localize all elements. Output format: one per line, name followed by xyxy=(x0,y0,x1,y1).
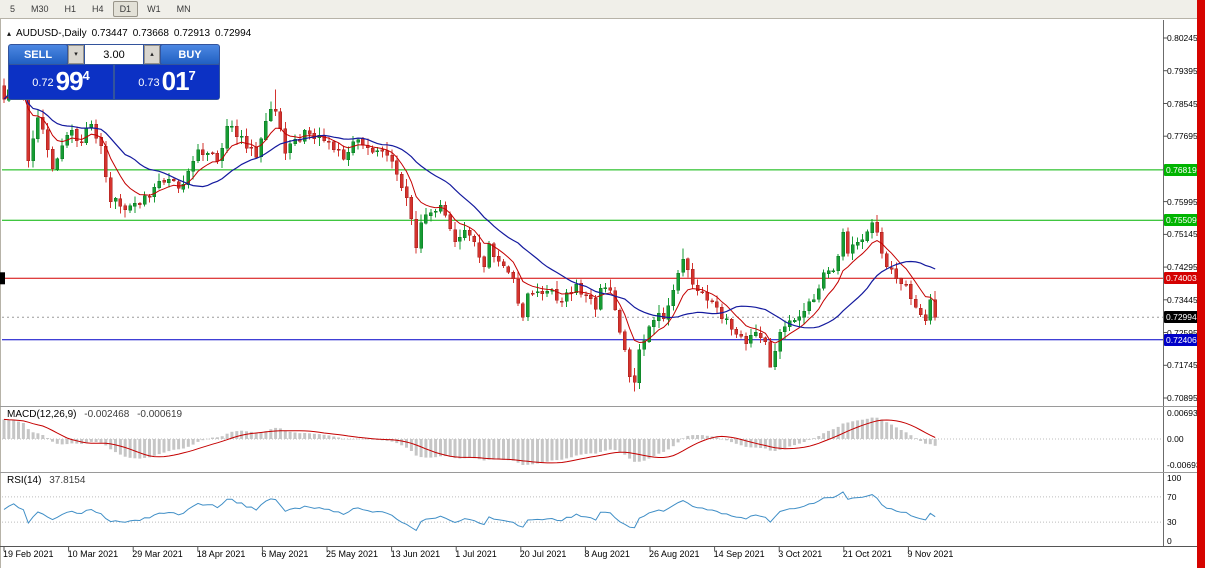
price-level-badge: 0.75509 xyxy=(1164,214,1199,227)
trade-panel-controls-row: SELL ▾ ▴ BUY xyxy=(9,45,219,64)
moving-average-lines xyxy=(3,89,936,344)
macd-axis-label: 0.006936 xyxy=(1167,408,1203,418)
volume-decrease-button[interactable]: ▾ xyxy=(68,45,84,64)
date-axis-label: 21 Oct 2021 xyxy=(842,549,892,559)
date-axis-label: 9 Nov 2021 xyxy=(907,549,954,559)
timeframe-button-5[interactable]: 5 xyxy=(3,1,22,17)
ohlc-close-value: 0.72994 xyxy=(215,28,252,39)
macd-value-main: -0.002468 xyxy=(84,409,130,420)
ohlc-high-value: 0.73668 xyxy=(132,28,169,39)
buy-price-big-digits: 01 xyxy=(161,66,190,96)
price-axis-label: 0.80245 xyxy=(1167,33,1198,43)
price-axis-label: 0.70895 xyxy=(1167,393,1198,403)
timeframe-button-mn[interactable]: MN xyxy=(170,1,198,17)
price-axis-label: 0.71745 xyxy=(1167,360,1198,371)
date-axis-label: 3 Oct 2021 xyxy=(778,549,823,559)
date-axis-label: 14 Sep 2021 xyxy=(713,549,765,559)
ohlc-open-value: 0.73447 xyxy=(91,28,128,39)
date-axis-label: 6 May 2021 xyxy=(261,549,309,559)
rsi-axis-label: 70 xyxy=(1167,491,1177,502)
date-axis-label: 18 Apr 2021 xyxy=(196,549,246,559)
rsi-name: RSI(14) xyxy=(7,475,42,486)
sell-button[interactable]: SELL xyxy=(9,45,67,64)
macd-panel xyxy=(2,417,1163,465)
timeframe-button-h1[interactable]: H1 xyxy=(58,1,84,17)
volume-increase-button[interactable]: ▴ xyxy=(144,45,160,64)
macd-axis-label: 0.00 xyxy=(1167,434,1184,444)
price-level-lines[interactable] xyxy=(2,169,1163,341)
price-axis-label: 0.74295 xyxy=(1167,262,1198,273)
date-axis-label: 8 Aug 2021 xyxy=(584,549,630,559)
rsi-panel xyxy=(2,491,1163,532)
ohlc-low-value: 0.72913 xyxy=(173,28,211,39)
date-axis-label: 10 Mar 2021 xyxy=(67,549,119,559)
line-anchor-handle[interactable] xyxy=(0,272,5,285)
price-axis-label: 0.73445 xyxy=(1167,294,1198,305)
macd-axis-label: -0.006936 xyxy=(1167,460,1205,470)
sell-price-display[interactable]: 0.72 99 4 xyxy=(9,65,113,99)
sell-price-pip-digit: 4 xyxy=(82,68,90,83)
timeframe-toolbar: 5 M30 H1 H4 D1 W1 MN xyxy=(0,0,1197,19)
axis-ticks xyxy=(3,37,1167,551)
date-axis-label: 13 Jun 2021 xyxy=(390,549,441,559)
one-click-panel-toggle-icon[interactable]: ▴ xyxy=(7,28,12,38)
price-level-badge: 0.72406 xyxy=(1164,333,1199,346)
symbol-period-label: AUDUSD-,Daily xyxy=(16,28,87,39)
price-level-badge: 0.74003 xyxy=(1164,272,1199,285)
price-level-badge: 0.76819 xyxy=(1164,163,1199,176)
date-axis-label: 19 Feb 2021 xyxy=(3,549,54,559)
rsi-indicator-label: RSI(14) 37.8154 xyxy=(7,475,85,486)
price-axis-label: 0.75145 xyxy=(1167,229,1198,240)
rsi-axis-label: 0 xyxy=(1167,536,1172,546)
sell-price-prefix: 0.72 xyxy=(32,77,54,89)
timeframe-button-d1[interactable]: D1 xyxy=(112,1,139,17)
macd-value-signal: -0.000619 xyxy=(137,409,183,420)
date-axis-label: 20 Jul 2021 xyxy=(519,549,567,559)
one-click-trade-panel: SELL ▾ ▴ BUY 0.72 99 4 0.73 01 7 xyxy=(8,44,220,100)
right-edge-accent-strip xyxy=(1197,0,1205,568)
macd-name: MACD(12,26,9) xyxy=(7,409,77,420)
price-axis-label: 0.79395 xyxy=(1167,65,1198,76)
date-axis-label: 26 Aug 2021 xyxy=(649,549,700,559)
buy-price-pip-digit: 7 xyxy=(188,68,196,83)
price-axis-label: 0.78545 xyxy=(1167,98,1198,109)
date-axis-label: 25 May 2021 xyxy=(326,549,379,559)
timeframe-button-w1[interactable]: W1 xyxy=(140,1,168,17)
timeframe-button-h4[interactable]: H4 xyxy=(85,1,111,17)
trade-panel-prices-row: 0.72 99 4 0.73 01 7 xyxy=(9,65,219,99)
price-axis-label: 0.75995 xyxy=(1167,196,1198,207)
price-axis-label: 0.77695 xyxy=(1167,131,1198,142)
buy-button[interactable]: BUY xyxy=(161,45,219,64)
price-axis-label: 0.72595 xyxy=(1167,327,1198,338)
buy-price-prefix: 0.73 xyxy=(138,77,160,89)
macd-indicator-label: MACD(12,26,9) -0.002468 -0.000619 xyxy=(7,409,182,420)
date-axis-label: 1 Jul 2021 xyxy=(455,549,497,559)
sell-price-big-digits: 99 xyxy=(55,66,84,96)
volume-input[interactable] xyxy=(85,45,143,64)
rsi-value: 37.8154 xyxy=(49,475,86,486)
rsi-axis-label: 100 xyxy=(1167,473,1182,483)
buy-price-display[interactable]: 0.73 01 7 xyxy=(115,65,219,99)
current-price-badge: 0.72994 xyxy=(1164,311,1199,324)
rsi-axis-label: 30 xyxy=(1167,517,1177,528)
chart-header: ▴ AUDUSD-,Daily 0.73447 0.73668 0.72913 … xyxy=(7,28,251,39)
candles-layer xyxy=(2,44,937,392)
timeframe-button-m30[interactable]: M30 xyxy=(24,1,56,17)
date-axis-label: 29 Mar 2021 xyxy=(132,549,183,559)
